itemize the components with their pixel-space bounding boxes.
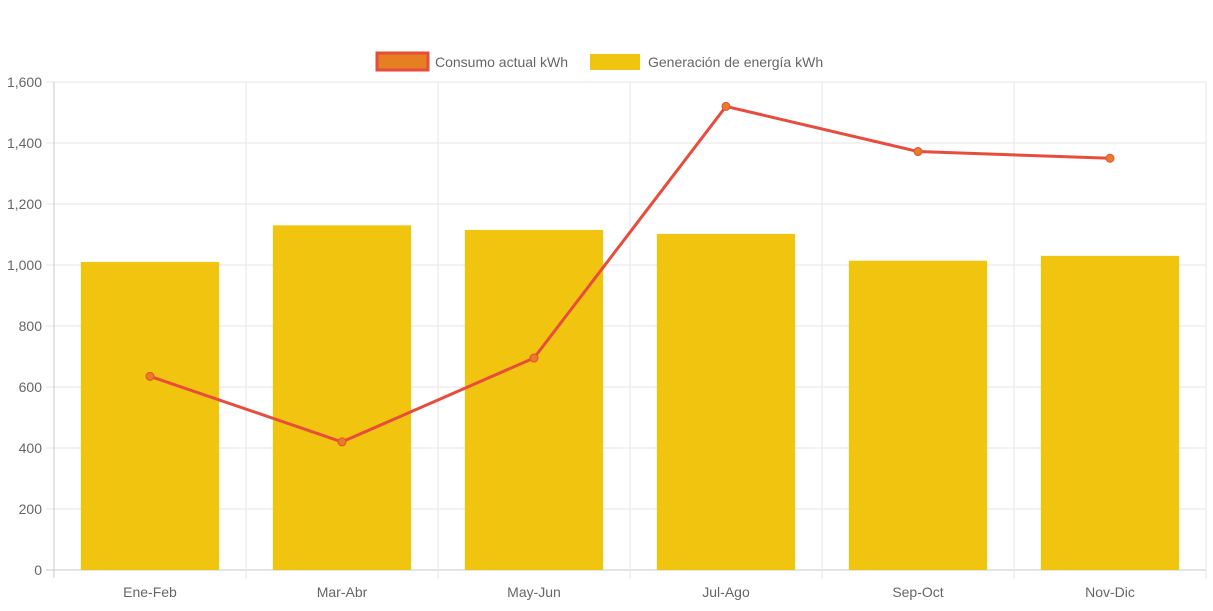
line-point xyxy=(913,147,923,157)
line-point xyxy=(1105,153,1115,163)
bar xyxy=(656,233,796,570)
x-tick-label: Ene-Feb xyxy=(123,584,177,600)
line-point xyxy=(529,353,539,363)
line-series xyxy=(145,101,1115,447)
y-tick-label: 1,600 xyxy=(7,74,42,90)
line-point xyxy=(145,371,155,381)
y-tick-label: 600 xyxy=(19,379,43,395)
legend-item-consumo[interactable]: Consumo actual kWh xyxy=(375,51,568,72)
bar xyxy=(1040,255,1180,570)
bar xyxy=(80,261,220,570)
bar xyxy=(848,260,988,570)
y-tick-label: 200 xyxy=(19,501,43,517)
x-tick-label: Sep-Oct xyxy=(892,584,943,600)
legend-item-generacion[interactable]: Generación de energía kWh xyxy=(590,54,823,70)
y-tick-label: 1,000 xyxy=(7,257,42,273)
series-line xyxy=(149,104,1111,444)
legend-label-consumo: Consumo actual kWh xyxy=(435,54,568,70)
line-point xyxy=(337,437,347,447)
x-tick-label: Mar-Abr xyxy=(317,584,368,600)
y-tick-label: 0 xyxy=(34,562,42,578)
x-tick-label: Jul-Ago xyxy=(702,584,750,600)
y-tick-label: 1,200 xyxy=(7,196,42,212)
bar-series xyxy=(80,225,1180,571)
legend-swatch-generacion xyxy=(590,54,640,70)
x-tick-label: Nov-Dic xyxy=(1085,584,1135,600)
y-tick-label: 800 xyxy=(19,318,43,334)
legend-swatch-consumo xyxy=(375,51,430,72)
bar xyxy=(464,229,604,571)
legend: Consumo actual kWh Generación de energía… xyxy=(375,51,823,72)
grid xyxy=(46,81,1207,578)
x-tick-label: May-Jun xyxy=(507,584,561,600)
y-tick-label: 1,400 xyxy=(7,135,42,151)
bar xyxy=(272,225,412,570)
line-point xyxy=(721,101,731,111)
y-tick-label: 400 xyxy=(19,440,43,456)
legend-label-generacion: Generación de energía kWh xyxy=(648,54,823,70)
axes: 0 200 400 600 800 1,000 1,200 1,400 1,600 Ene-Feb… xyxy=(7,74,1135,600)
